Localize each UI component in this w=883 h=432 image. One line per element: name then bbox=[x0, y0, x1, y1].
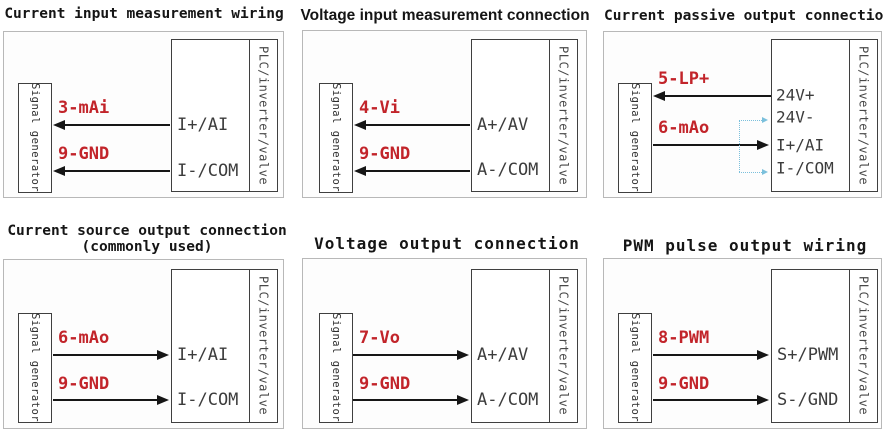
signal-generator-label: Signal generator bbox=[29, 313, 41, 423]
wire-arrowhead-left-icon bbox=[53, 166, 65, 176]
wire-arrowhead-left-icon bbox=[653, 91, 665, 101]
wire-line bbox=[53, 354, 157, 356]
signal-generator-label: Signal generator bbox=[629, 313, 641, 423]
wire-line bbox=[365, 170, 470, 172]
wire-line bbox=[653, 354, 757, 356]
wiring-panel-current-source-output: Signal generator PLC/inverter/valve I+/A… bbox=[3, 259, 284, 429]
wire-arrowhead-right-icon bbox=[157, 395, 169, 405]
plc-strip-label: PLC/inverter/valve bbox=[556, 45, 571, 186]
terminal-label: A+/AV bbox=[477, 345, 529, 365]
terminal-label: I-/COM bbox=[776, 158, 834, 178]
wire-label: 9-GND bbox=[359, 374, 411, 394]
wiring-panel-voltage-output: Signal generator PLC/inverter/valve A+/A… bbox=[302, 258, 587, 429]
plc-strip-label: PLC/inverter/valve bbox=[856, 276, 871, 416]
wire-arrowhead-right-icon bbox=[157, 350, 169, 360]
wire-label: 6-mAo bbox=[658, 118, 710, 138]
wiring-panel-current-input: Signal generator PLC/inverter/valve I+/A… bbox=[3, 31, 284, 198]
wire-label: 8-PWM bbox=[658, 328, 710, 348]
plc-strip-label: PLC/inverter/valve bbox=[256, 276, 271, 416]
plc-inverter-valve-strip: PLC/inverter/valve bbox=[549, 39, 578, 192]
signal-generator-box: Signal generator bbox=[319, 83, 353, 193]
terminal-label: 24V- bbox=[776, 107, 815, 127]
device-terminal-box bbox=[771, 39, 850, 192]
terminal-label: 24V+ bbox=[776, 85, 815, 105]
plc-strip-label: PLC/inverter/valve bbox=[856, 45, 871, 186]
wire-arrowhead-right-icon bbox=[757, 350, 769, 360]
wire-label: 5-LP+ bbox=[658, 69, 710, 89]
wiring-panel-current-passive-output: Signal generator PLC/inverter/valve 24V+… bbox=[603, 31, 882, 198]
device-terminal-box bbox=[171, 39, 250, 192]
wire-label: 9-GND bbox=[58, 144, 110, 164]
panel-title: Voltage input measurement connection bbox=[300, 7, 590, 24]
wire-label: 9-GND bbox=[58, 374, 110, 394]
wire-label: 6-mAo bbox=[58, 328, 110, 348]
terminal-label: I+/AI bbox=[776, 135, 825, 155]
wire-arrowhead-right-icon bbox=[757, 395, 769, 405]
dotted-arrowhead-icon bbox=[762, 117, 768, 123]
device-terminal-box bbox=[471, 269, 550, 423]
signal-generator-box: Signal generator bbox=[618, 313, 652, 423]
terminal-label: A+/AV bbox=[477, 115, 529, 135]
wire-label: 4-Vi bbox=[359, 98, 400, 118]
terminal-label: A-/COM bbox=[477, 390, 539, 410]
wire-arrowhead-left-icon bbox=[354, 166, 366, 176]
plc-inverter-valve-strip: PLC/inverter/valve bbox=[249, 269, 278, 423]
dotted-link-horizontal bbox=[739, 120, 762, 121]
signal-generator-box: Signal generator bbox=[618, 83, 652, 193]
signal-generator-label: Signal generator bbox=[330, 83, 342, 193]
wire-line bbox=[53, 399, 157, 401]
signal-generator-label: Signal generator bbox=[29, 83, 41, 193]
plc-inverter-valve-strip: PLC/inverter/valve bbox=[849, 269, 878, 423]
wiring-panel-pwm-output: Signal generator PLC/inverter/valve S+/P… bbox=[603, 258, 882, 429]
wire-label: 9-GND bbox=[658, 374, 710, 394]
wiring-panel-voltage-input: Signal generator PLC/inverter/valve A+/A… bbox=[302, 30, 587, 198]
wire-label: 3-mAi bbox=[58, 98, 110, 118]
panel-title: PWM pulse output wiring bbox=[622, 236, 868, 255]
panel-title: Voltage output connection bbox=[314, 234, 580, 253]
plc-strip-label: PLC/inverter/valve bbox=[556, 276, 571, 416]
wire-line bbox=[64, 170, 170, 172]
panel-subtitle: (commonly used) bbox=[81, 239, 213, 255]
plc-strip-label: PLC/inverter/valve bbox=[256, 45, 271, 186]
terminal-label: S+/PWM bbox=[777, 345, 839, 365]
panel-title: Current source output connection bbox=[7, 223, 287, 239]
wire-label: 7-Vo bbox=[359, 328, 400, 348]
dotted-link-horizontal bbox=[739, 172, 762, 173]
plc-inverter-valve-strip: PLC/inverter/valve bbox=[549, 269, 578, 423]
terminal-label: I-/COM bbox=[177, 390, 239, 410]
panel-title: Current input measurement wiring bbox=[4, 6, 284, 22]
signal-generator-label: Signal generator bbox=[629, 83, 641, 193]
signal-generator-box: Signal generator bbox=[18, 83, 52, 193]
wire-arrowhead-right-icon bbox=[457, 350, 469, 360]
terminal-label: I+/AI bbox=[177, 345, 229, 365]
wire-line bbox=[353, 354, 457, 356]
dotted-arrowhead-icon bbox=[762, 169, 768, 175]
wire-line bbox=[353, 399, 457, 401]
wire-line bbox=[64, 124, 170, 126]
panel-title: Current passive output connection bbox=[604, 8, 883, 24]
terminal-label: I-/COM bbox=[177, 161, 239, 181]
device-terminal-box bbox=[471, 39, 550, 192]
wire-arrowhead-left-icon bbox=[354, 120, 366, 130]
terminal-label: A-/COM bbox=[477, 160, 539, 180]
signal-generator-box: Signal generator bbox=[18, 313, 52, 423]
wire-arrowhead-right-icon bbox=[457, 395, 469, 405]
wire-line bbox=[365, 124, 470, 126]
wire-arrowhead-right-icon bbox=[757, 140, 769, 150]
plc-inverter-valve-strip: PLC/inverter/valve bbox=[249, 39, 278, 192]
wire-line bbox=[664, 95, 771, 97]
wire-arrowhead-left-icon bbox=[53, 120, 65, 130]
device-terminal-box bbox=[771, 269, 850, 423]
wire-label: 9-GND bbox=[359, 144, 411, 164]
terminal-label: S-/GND bbox=[777, 390, 839, 410]
terminal-label: I+/AI bbox=[177, 115, 229, 135]
dotted-link-vertical bbox=[739, 120, 740, 172]
plc-inverter-valve-strip: PLC/inverter/valve bbox=[849, 39, 878, 192]
wire-line bbox=[653, 144, 757, 146]
wire-line bbox=[653, 399, 757, 401]
signal-generator-box: Signal generator bbox=[319, 313, 353, 423]
signal-generator-label: Signal generator bbox=[330, 313, 342, 423]
